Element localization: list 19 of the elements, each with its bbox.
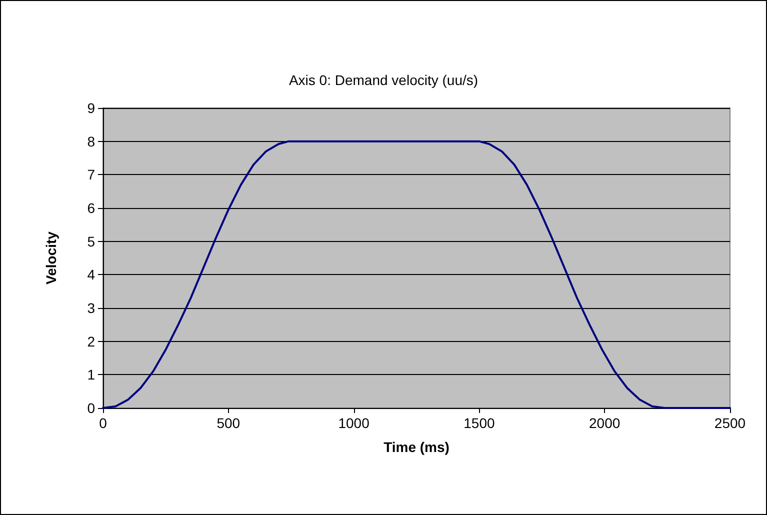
y-tick-label: 9 [87,100,96,116]
y-tick-label: 1 [87,366,96,383]
y-tick-label: 5 [87,233,96,250]
y-tick-label: 6 [87,200,96,216]
y-tick-label: 0 [87,400,96,416]
y-tick-label: 7 [87,166,96,183]
x-axis-title: Time (ms) [384,439,450,455]
y-tick-label: 3 [87,300,96,316]
x-tick-label: 0 [99,415,108,431]
y-tick-label: 8 [87,133,96,150]
x-tick-label: 1000 [338,415,370,431]
x-tick-label: 2500 [714,415,746,431]
x-tick-label: 500 [216,415,240,431]
chart-title: Axis 0: Demand velocity (uu/s) [288,72,478,88]
y-tick-label: 4 [87,266,96,283]
x-tick-label: 2000 [589,415,620,431]
x-tick-label: 1500 [464,415,495,431]
y-axis-title: Velocity [43,231,59,284]
y-tick-label: 2 [87,333,96,350]
